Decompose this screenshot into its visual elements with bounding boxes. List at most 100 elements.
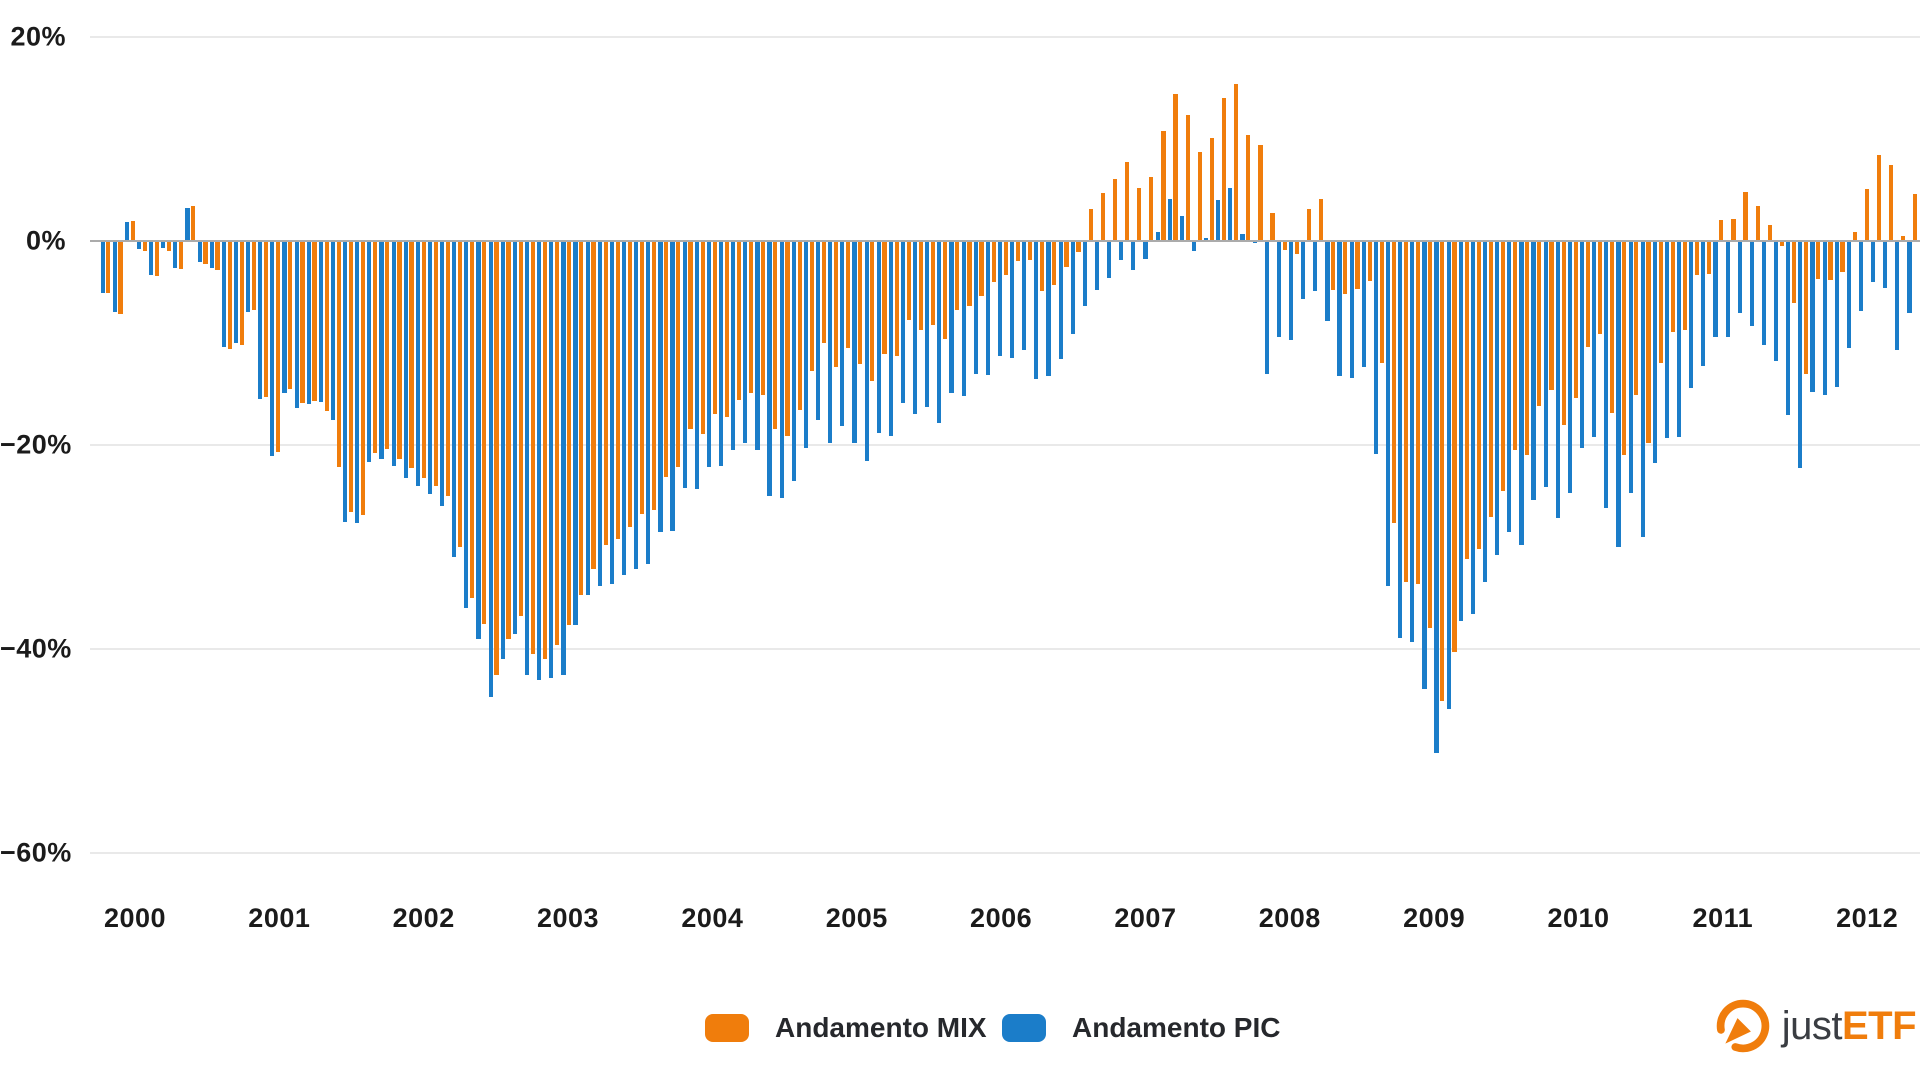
bar-mix[interactable] [930,241,936,325]
bar-pic[interactable] [1689,241,1694,388]
bar-pic[interactable] [1204,237,1209,241]
bar-pic[interactable] [464,241,469,609]
bar-mix[interactable] [1525,241,1530,456]
bar-mix[interactable] [276,241,281,453]
bar-mix[interactable] [1052,241,1057,285]
bar-pic[interactable] [452,241,457,558]
bar-pic[interactable] [1094,241,1100,290]
bar-pic[interactable] [840,241,845,426]
bar-pic[interactable] [949,241,954,393]
bar-pic[interactable] [731,241,736,451]
bar-pic[interactable] [282,241,287,393]
bar-pic[interactable] [1034,241,1039,379]
bar-mix[interactable] [603,241,608,545]
bar-mix[interactable] [1282,241,1287,251]
bar-pic[interactable] [1470,241,1476,615]
bar-mix[interactable] [421,241,426,478]
bar-pic[interactable] [524,241,530,675]
bar-mix[interactable] [1124,162,1130,241]
bar-pic[interactable] [1155,231,1160,241]
bar-pic[interactable] [1070,241,1075,334]
bar-mix[interactable] [300,241,305,404]
bar-mix[interactable] [1161,130,1166,241]
bar-mix[interactable] [664,241,669,477]
bar-pic[interactable] [985,241,990,375]
bar-pic[interactable] [1191,241,1197,252]
bar-mix[interactable] [397,241,402,460]
bar-pic[interactable] [1495,241,1500,556]
bar-mix[interactable] [336,241,341,468]
bar-pic[interactable] [1810,241,1815,392]
bar-pic[interactable] [1082,241,1087,307]
bar-pic[interactable] [913,241,918,415]
bar-pic[interactable] [561,241,566,675]
bar-mix[interactable] [1015,241,1020,262]
bar-pic[interactable] [1834,241,1839,387]
bar-mix[interactable] [191,206,196,241]
bar-mix[interactable] [906,241,911,320]
bar-pic[interactable] [1725,241,1730,337]
bar-mix[interactable] [676,241,681,468]
bar-mix[interactable] [1246,134,1251,241]
bar-pic[interactable] [161,241,166,249]
bar-mix[interactable] [1088,209,1093,241]
bar-mix[interactable] [894,241,899,357]
bar-pic[interactable] [1131,241,1136,270]
bar-mix[interactable] [457,241,463,547]
bar-pic[interactable] [233,241,239,343]
bar-pic[interactable] [1240,233,1245,241]
bar-pic[interactable] [1349,241,1354,378]
bar-pic[interactable] [1446,241,1451,710]
bar-pic[interactable] [1567,241,1573,493]
bar-mix[interactable] [591,241,596,570]
bar-mix[interactable] [918,241,923,330]
bar-mix[interactable] [1173,94,1178,241]
bar-mix[interactable] [1658,241,1663,364]
bar-pic[interactable] [1119,241,1124,261]
bar-pic[interactable] [1604,241,1609,509]
bar-mix[interactable] [724,241,729,418]
bar-mix[interactable] [1561,241,1566,425]
bar-pic[interactable] [1385,241,1391,586]
bar-mix[interactable] [118,241,123,315]
bar-pic[interactable] [1313,241,1318,291]
bar-pic[interactable] [343,241,348,522]
bar-pic[interactable] [1143,241,1148,260]
bar-mix[interactable] [1440,241,1445,702]
bar-pic[interactable] [306,241,311,405]
bar-pic[interactable] [1701,241,1706,367]
bar-pic[interactable] [391,241,396,467]
bar-mix[interactable] [1864,188,1869,241]
bar-pic[interactable] [1022,241,1027,351]
bar-mix[interactable] [761,241,766,396]
bar-pic[interactable] [221,241,226,348]
bar-pic[interactable] [1749,241,1754,326]
bar-pic[interactable] [1774,241,1779,362]
bar-pic[interactable] [815,241,821,420]
bar-mix[interactable] [870,241,875,381]
bar-pic[interactable] [173,241,178,268]
bar-mix[interactable] [773,241,778,429]
bar-mix[interactable] [1027,241,1033,261]
bar-mix[interactable] [615,241,620,539]
bar-mix[interactable] [409,241,414,469]
bar-pic[interactable] [209,241,214,268]
bar-pic[interactable] [755,241,760,451]
bar-pic[interactable] [1264,241,1269,374]
bar-mix[interactable] [1258,145,1263,241]
bar-pic[interactable] [1786,241,1791,416]
bar-pic[interactable] [876,241,881,433]
bar-mix[interactable] [1767,224,1772,241]
bar-mix[interactable] [1137,187,1142,241]
bar-pic[interactable] [1410,241,1415,642]
bar-pic[interactable] [1592,241,1597,437]
bar-pic[interactable] [1907,241,1912,314]
bar-pic[interactable] [573,241,578,625]
bar-mix[interactable] [1585,241,1590,348]
bar-mix[interactable] [809,241,814,371]
bar-pic[interactable] [1458,241,1463,622]
bar-pic[interactable] [1288,241,1294,340]
bar-pic[interactable] [1107,241,1112,278]
bar-mix[interactable] [1816,241,1821,279]
bar-pic[interactable] [1301,241,1306,300]
